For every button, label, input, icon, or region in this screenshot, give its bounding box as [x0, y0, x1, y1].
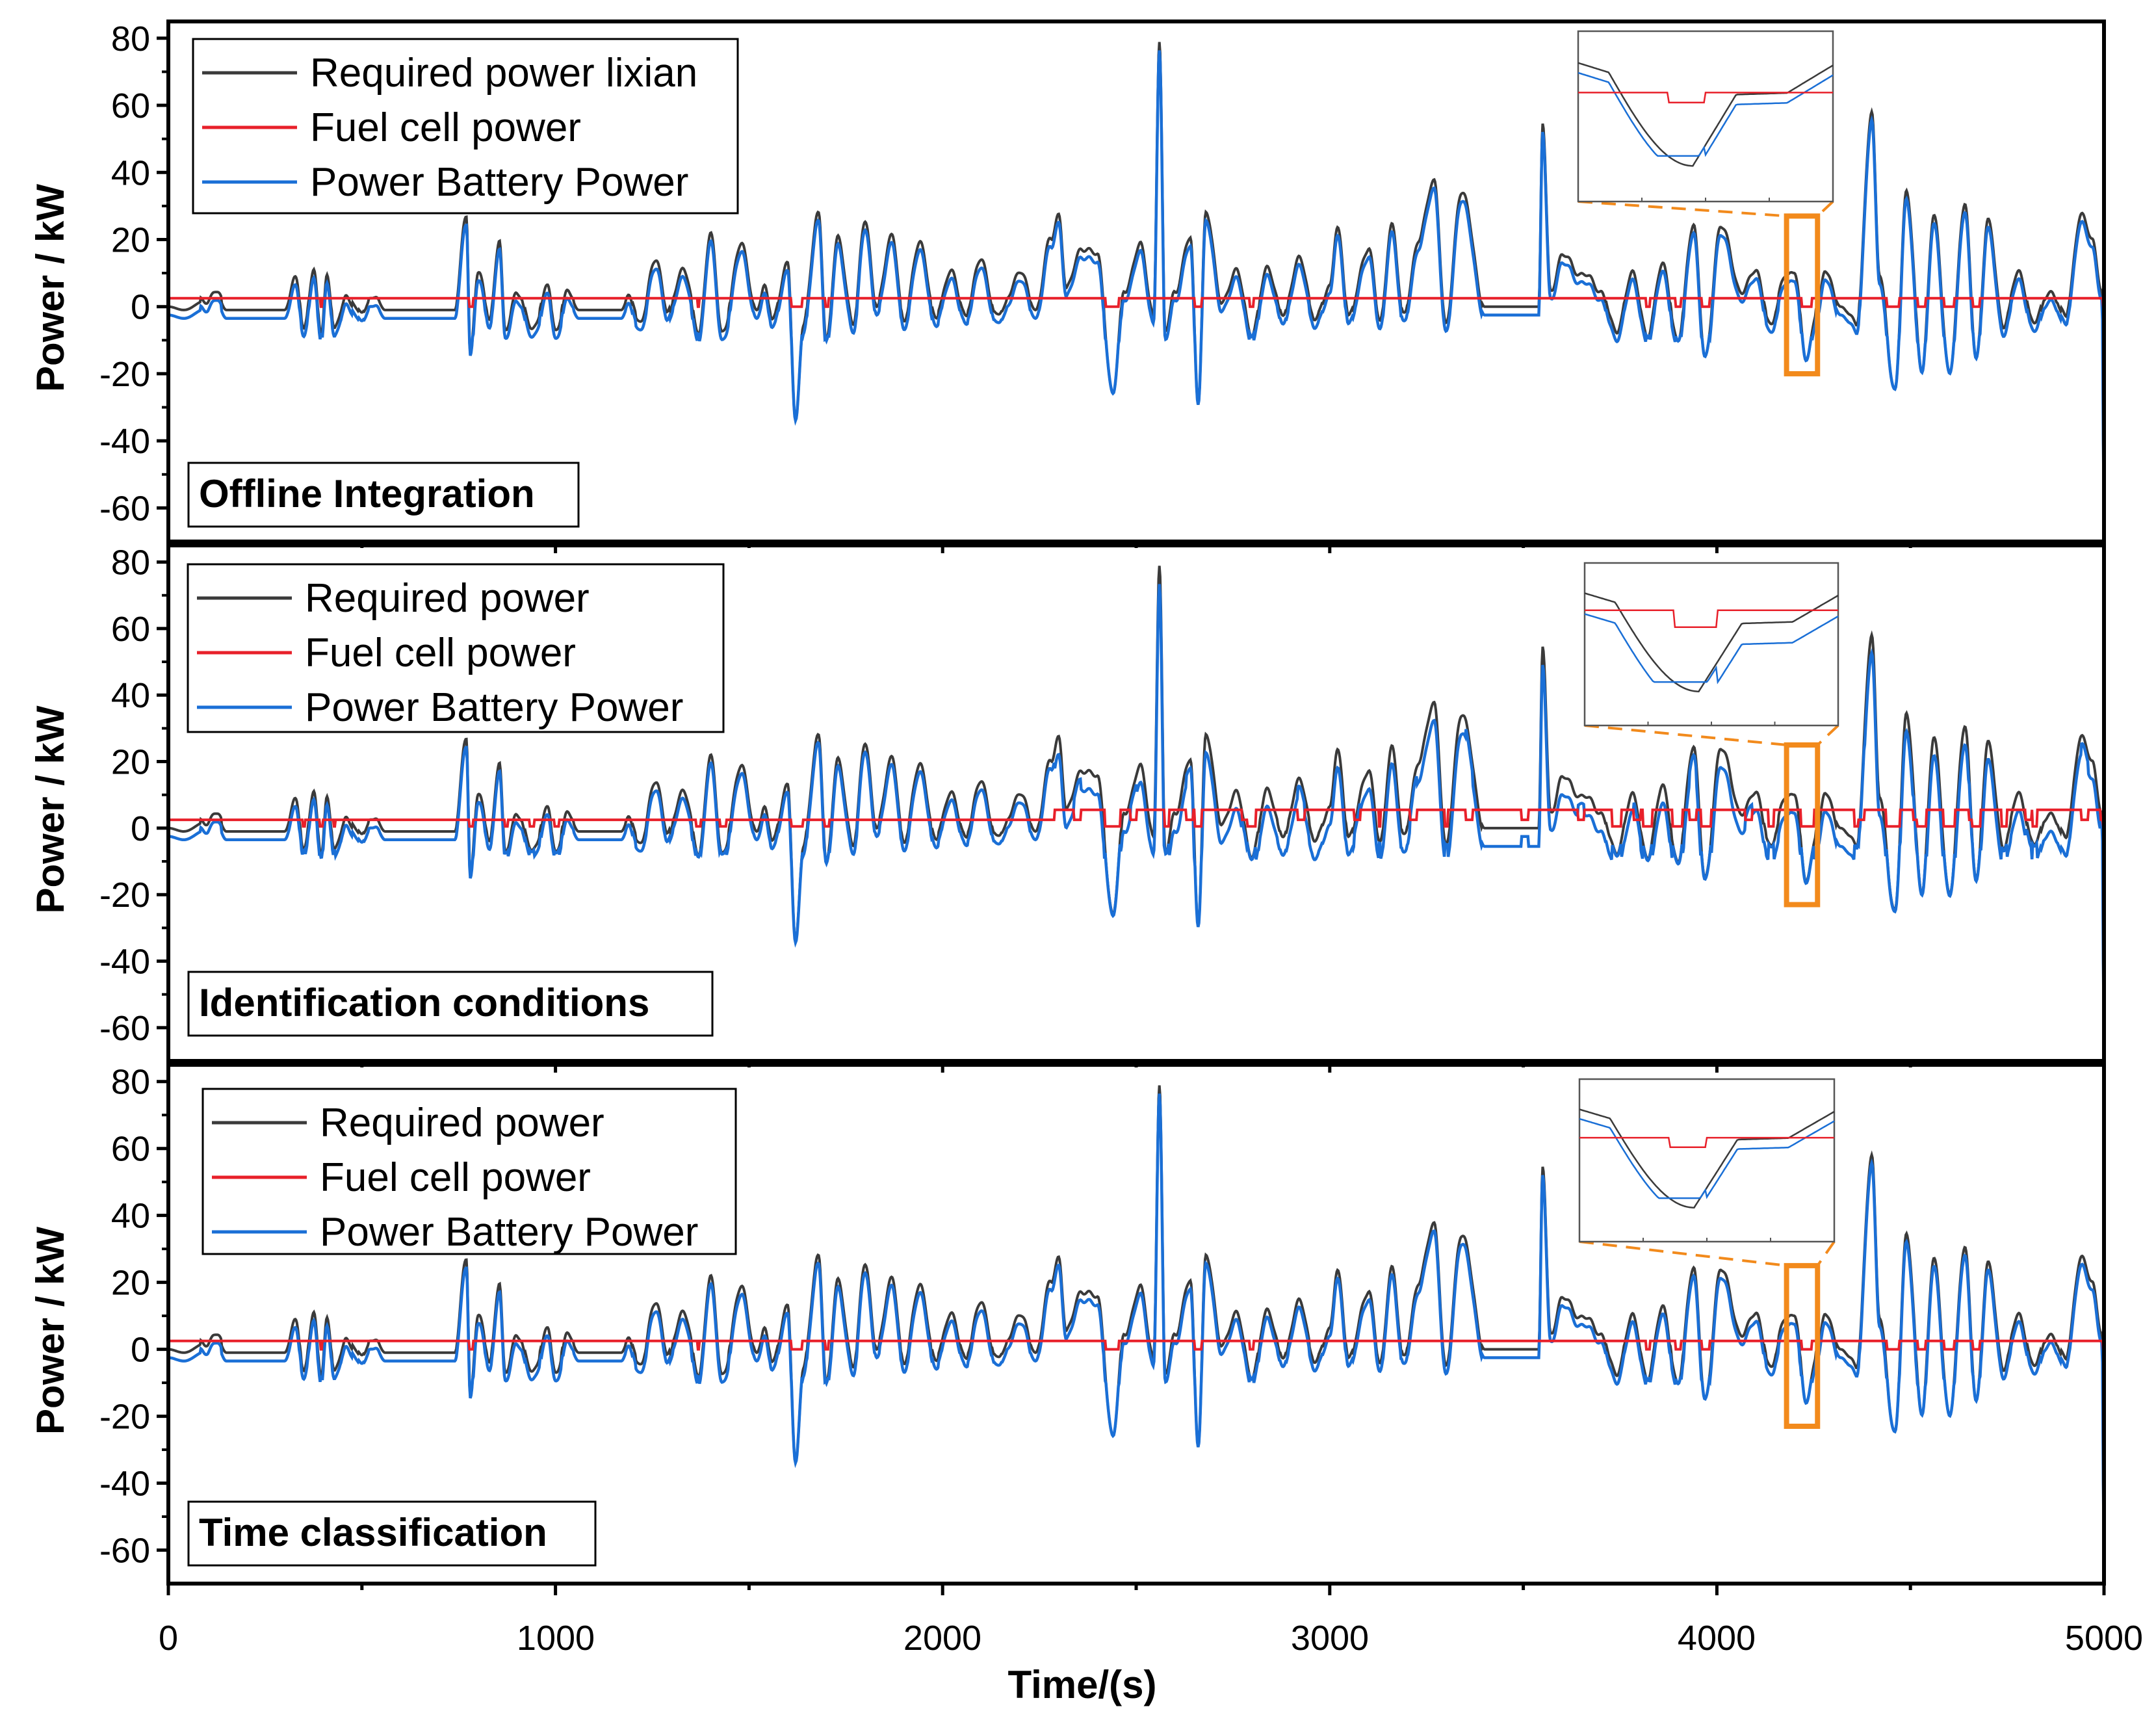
series-fuel-cell-power-line	[168, 808, 2104, 828]
legend-box	[201, 1088, 737, 1255]
y-tick-label: 80	[111, 543, 150, 582]
legend: Required power lixian Fuel cell power Powe…	[192, 38, 739, 215]
legend: Required power Fuel cell power Power Batte…	[187, 563, 725, 733]
y-tick-label: 60	[111, 1130, 150, 1169]
y-tick-label: 40	[111, 676, 150, 715]
inset-battery-power-line	[1579, 1117, 1835, 1199]
y-axis-title: Power / kW	[29, 1227, 72, 1435]
inset-fuel-cell-power-line	[1578, 92, 1833, 103]
legend: Required power Fuel cell power Power Batte…	[201, 1088, 737, 1255]
chart-panel: 80 60 40 20 0 -20 -40 -60 Power / kW Required pow…	[29, 543, 2106, 1073]
y-tick-label: 20	[111, 743, 150, 782]
zoom-region-box	[1784, 213, 1821, 376]
inset-battery-power-line	[1578, 72, 1834, 157]
y-tick-label: -40	[99, 943, 150, 982]
panel-title-box	[187, 971, 714, 1037]
series-fuel-cell-power-line	[168, 296, 2104, 308]
panel-title: Identification conditions	[199, 981, 649, 1025]
panel-title-box	[187, 462, 580, 528]
x-axis-title: Time/(s)	[1008, 1663, 1157, 1706]
y-tick-label: -40	[99, 422, 150, 461]
y-tick-label: 0	[131, 1331, 150, 1370]
x-tick-label: 2000	[903, 1619, 981, 1658]
zoom-region-box	[1784, 742, 1821, 908]
zoom-connector-left	[1584, 724, 1787, 746]
x-tick-label: 4000	[1678, 1619, 1756, 1658]
inset-required-power-line	[1584, 592, 1839, 692]
inset-frame	[1578, 1078, 1836, 1243]
legend-label: Required power	[320, 1101, 604, 1145]
y-tick-label: 80	[111, 20, 150, 59]
panel-title-box	[187, 1500, 597, 1567]
legend-label: Power Battery Power	[305, 685, 683, 730]
chart-panel: 80 60 40 20 0 -20 -40 -60 Power / kW Required pow…	[29, 1063, 2106, 1595]
inset-frame	[1577, 30, 1834, 203]
chart-panel: 80 60 40 20 0 -20 -40 -60 Power / kW Required pow…	[29, 20, 2106, 553]
zoom-region-box	[1784, 1262, 1821, 1430]
series-fuel-cell-power-line	[168, 1339, 2104, 1351]
panel-title: Time classification	[199, 1511, 547, 1554]
zoom-connector-right	[1816, 724, 1839, 746]
y-tick-label: 20	[111, 220, 150, 259]
plot-area	[168, 1085, 2104, 1554]
y-tick-label: 20	[111, 1264, 150, 1303]
zoom-inset	[1578, 1078, 1836, 1243]
y-tick-label: -60	[99, 1009, 150, 1048]
panels-layer: 80 60 40 20 0 -20 -40 -60 Power / kW Required pow…	[29, 20, 2106, 1595]
zoom-inset	[1577, 30, 1834, 203]
inset-battery-power-line	[1584, 613, 1839, 685]
x-tick-label: 5000	[2065, 1619, 2143, 1658]
zoom-connector-right	[1816, 200, 1834, 217]
zoom-connector-right	[1816, 1240, 1836, 1267]
y-tick-label: 40	[111, 153, 150, 192]
zoom-inset	[1583, 562, 1839, 727]
series-battery-power-line	[168, 584, 2104, 1034]
inset-fuel-cell-power-line	[1585, 609, 1838, 629]
y-tick-label: 0	[131, 288, 150, 327]
y-tick-label: -20	[99, 355, 150, 394]
y-tick-label: -20	[99, 876, 150, 915]
legend-label: Fuel cell power	[305, 631, 576, 675]
y-tick-label: -40	[99, 1465, 150, 1504]
legend-label: Power Battery Power	[310, 160, 688, 205]
zoom-connector-left	[1579, 1240, 1787, 1267]
y-tick-label: 0	[131, 809, 150, 848]
x-tick-label: 3000	[1291, 1619, 1369, 1658]
panel-title: Offline Integration	[199, 472, 535, 516]
series-battery-power-line	[168, 50, 2104, 512]
x-tick-label: 0	[159, 1619, 178, 1658]
legend-label: Fuel cell power	[320, 1155, 591, 1200]
legend-label: Required power	[305, 576, 590, 621]
y-axis-title: Power / kW	[29, 705, 72, 913]
y-tick-label: -20	[99, 1398, 150, 1437]
x-tick-label: 1000	[517, 1619, 595, 1658]
inset-fuel-cell-power-line	[1579, 1136, 1834, 1148]
y-tick-label: 60	[111, 86, 150, 125]
y-tick-label: 40	[111, 1197, 150, 1236]
series-battery-power-line	[168, 1093, 2104, 1554]
y-tick-label: -60	[99, 1532, 150, 1571]
x-tick-labels: 0 1000 2000 3000 4000 5000	[159, 1619, 2143, 1658]
legend-box	[187, 563, 725, 733]
y-tick-label: 60	[111, 610, 150, 649]
legend-label: Power Battery Power	[320, 1210, 698, 1255]
plot-area	[168, 566, 2104, 1034]
legend-label: Fuel cell power	[310, 105, 581, 150]
y-tick-label: 80	[111, 1063, 150, 1102]
inset-frame	[1583, 562, 1839, 727]
zoom-connector-left	[1578, 200, 1787, 218]
y-tick-label: -60	[99, 489, 150, 528]
y-axis-title: Power / kW	[29, 184, 72, 392]
legend-label: Required power lixian	[310, 51, 697, 96]
plot-area	[168, 42, 2104, 512]
